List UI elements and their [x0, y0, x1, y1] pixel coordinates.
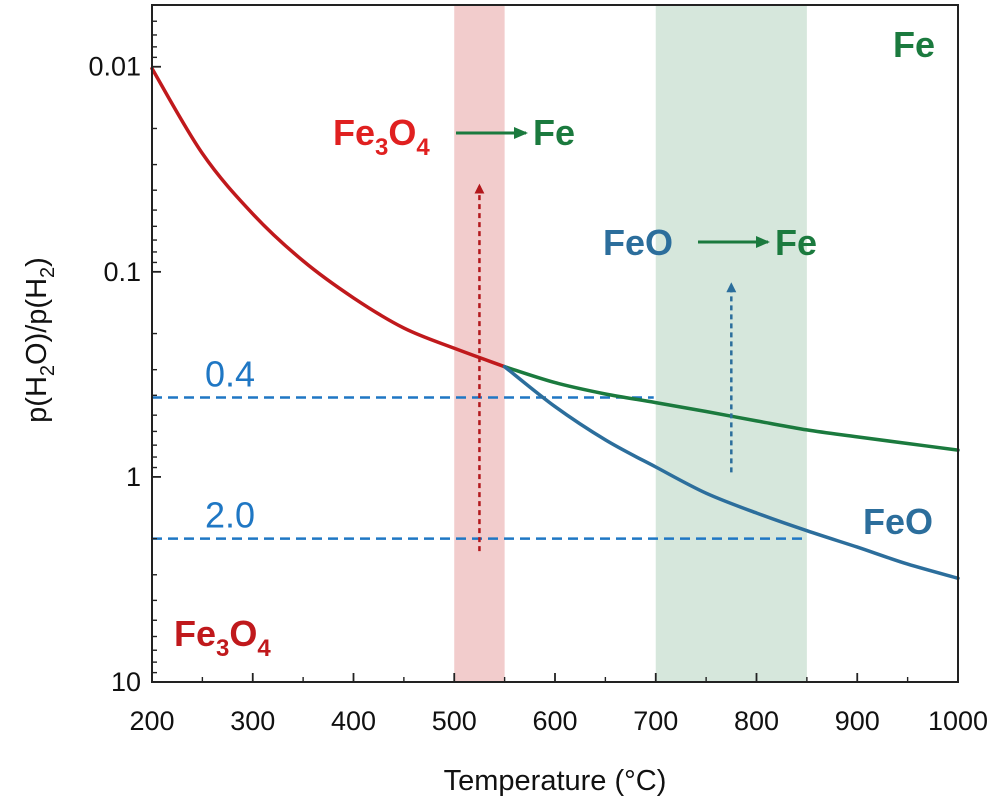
x-tick-label: 200 — [129, 706, 174, 736]
plot-frame — [151, 4, 959, 683]
annotation-fe-label-1: Fe — [533, 112, 575, 153]
series-line-feo — [502, 364, 960, 581]
region-label-feo: FeO — [863, 501, 933, 542]
y-axis-title: p(H2O)/p(H2) — [21, 257, 59, 423]
series-line-fe3o4 — [150, 66, 507, 369]
annotation-feo-label: FeO — [603, 222, 673, 263]
annotation-feo-to-fe: FeO Fe — [603, 222, 817, 263]
x-axis-title: Temperature (°C) — [444, 765, 667, 797]
x-tick-label: 600 — [532, 706, 577, 736]
annotation-fe3o4-label: Fe3O4 — [333, 112, 430, 161]
x-tick-label: 500 — [432, 706, 477, 736]
y-tick-label: 10 — [111, 667, 141, 697]
y-tick-label: 0.01 — [88, 52, 141, 82]
axis-ticks — [151, 4, 959, 683]
x-tick-label: 800 — [734, 706, 779, 736]
temperature-bands — [454, 5, 807, 682]
arrow-layer — [474, 183, 737, 552]
reference-label-ratio-20: 2.0 — [205, 495, 255, 536]
x-tick-label: 400 — [331, 706, 376, 736]
x-tick-label: 900 — [835, 706, 880, 736]
reference-label-ratio-04: 0.4 — [205, 353, 255, 394]
annotation-fe-label-2: Fe — [775, 222, 817, 263]
x-tick-label: 700 — [633, 706, 678, 736]
y-tick-label: 1 — [126, 462, 141, 492]
x-tick-label: 1000 — [928, 706, 988, 736]
axis-tick-labels: 200 300 400 500 600 700 800 900 1000 0.01 0.1 1 10 — [88, 52, 988, 736]
x-tick-label: 300 — [230, 706, 275, 736]
y-tick-label: 0.1 — [103, 257, 141, 287]
region-label-fe3o4: Fe3O4 — [174, 613, 271, 662]
region-label-fe: Fe — [893, 24, 935, 65]
annotation-fe3o4-to-fe: Fe3O4 Fe — [333, 112, 575, 161]
